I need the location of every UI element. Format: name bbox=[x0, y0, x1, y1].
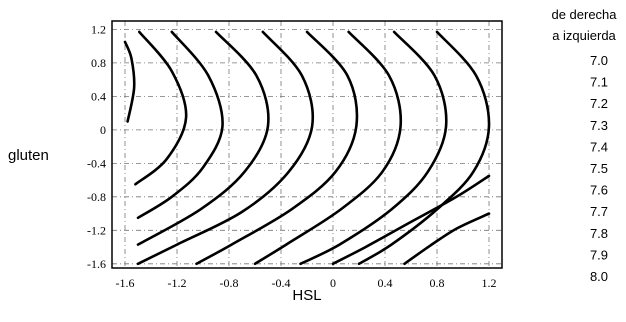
contour-line bbox=[134, 30, 188, 186]
x-tick-label: -1.2 bbox=[168, 276, 187, 290]
plot-frame bbox=[111, 20, 503, 269]
contour-line bbox=[403, 212, 491, 266]
contour-line bbox=[253, 30, 403, 266]
legend-title-line-1: de derecha bbox=[551, 7, 617, 22]
y-axis-label: gluten bbox=[8, 147, 49, 164]
x-tick-label: -0.4 bbox=[272, 276, 291, 290]
legend-level: 7.4 bbox=[590, 139, 608, 154]
legend-level: 7.7 bbox=[590, 204, 608, 219]
contour-lines bbox=[123, 30, 491, 266]
x-tick-labels: -1.6 -1.2 -0.8 -0.4 0 0.4 0.8 1.2 bbox=[116, 276, 497, 290]
legend-levels: 7.0 7.1 7.2 7.3 7.4 7.5 7.6 7.7 7.8 7.9 8.0 bbox=[590, 53, 608, 284]
contour-line bbox=[357, 30, 491, 266]
y-tick-label: -0.4 bbox=[87, 156, 106, 170]
legend-level: 7.6 bbox=[590, 183, 608, 198]
contour-line bbox=[136, 30, 224, 220]
legend-title-line-2: a izquierda bbox=[552, 28, 616, 43]
legend: de derecha a izquierda 7.07.17.27.37.47.… bbox=[551, 7, 617, 284]
y-tick-label: -1.2 bbox=[87, 223, 106, 237]
y-tick-labels: 1.2 0.8 0.4 0 -0.4 -0.8 -1.2 -1.6 bbox=[87, 22, 106, 270]
legend-level: 7.9 bbox=[590, 247, 608, 262]
legend-level: 7.8 bbox=[590, 226, 608, 241]
x-tick-label: -1.6 bbox=[116, 276, 135, 290]
x-tick-label: 0 bbox=[330, 276, 336, 290]
legend-level: 7.2 bbox=[590, 96, 608, 111]
x-tick-label: -0.8 bbox=[220, 276, 239, 290]
y-tick-label: 0 bbox=[100, 123, 106, 137]
legend-level: 8.0 bbox=[590, 269, 608, 284]
contour-line bbox=[331, 174, 491, 266]
y-tick-label: 0.4 bbox=[91, 89, 106, 103]
x-tick-label: 0.8 bbox=[430, 276, 445, 290]
y-tick-label: 1.2 bbox=[91, 22, 106, 36]
contour-line bbox=[136, 30, 270, 246]
contour-line bbox=[195, 30, 359, 266]
contour-line bbox=[123, 40, 136, 123]
legend-level: 7.3 bbox=[590, 118, 608, 133]
y-tick-label: -1.6 bbox=[87, 257, 106, 271]
grid bbox=[112, 21, 502, 268]
contour-line bbox=[299, 30, 448, 266]
y-tick-label: 0.8 bbox=[91, 56, 106, 70]
legend-level: 7.5 bbox=[590, 161, 608, 176]
x-tick-label: 0.4 bbox=[378, 276, 393, 290]
contour-line bbox=[136, 30, 315, 266]
legend-level: 7.0 bbox=[590, 53, 608, 68]
x-axis-label: HSL bbox=[292, 287, 321, 304]
y-tick-label: -0.8 bbox=[87, 190, 106, 204]
x-tick-label: 1.2 bbox=[482, 276, 497, 290]
legend-level: 7.1 bbox=[590, 75, 608, 90]
